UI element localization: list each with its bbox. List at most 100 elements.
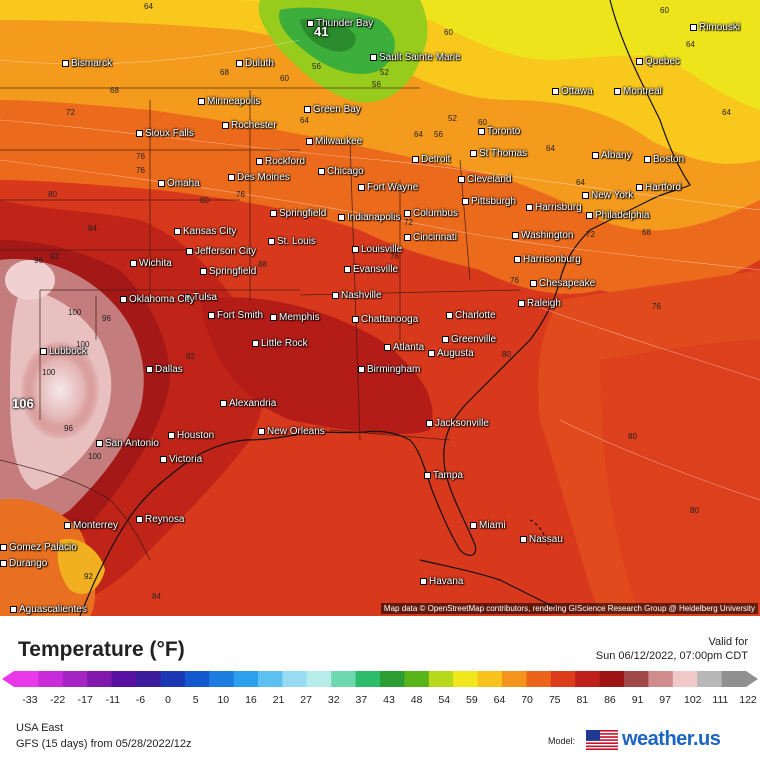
city-label: Detroit [412,154,450,165]
color-scale-swatch [526,671,552,687]
city-name: St. Louis [277,236,316,247]
scale-max-arrow-icon [746,671,758,687]
city-label: Springfield [270,208,326,219]
city-marker-icon [514,255,521,263]
city-marker-icon [258,427,265,435]
color-scale-swatch [672,671,698,687]
city-marker-icon [0,559,7,567]
city-label: Jefferson City [186,246,256,257]
city-name: Rochester [231,120,277,131]
city-label: Atlanta [384,342,424,353]
isotherm-label: 64 [414,130,423,139]
us-flag-icon [586,730,618,750]
city-name: Kansas City [183,226,237,237]
city-name: Chesapeake [539,278,596,289]
city-name: Pittsburgh [471,196,517,207]
isotherm-label: 52 [380,68,389,77]
isotherm-label: 88 [258,260,267,269]
isotherm-label: 60 [478,118,487,127]
isotherm-label: 100 [88,452,102,461]
isotherm-label: 72 [66,108,75,117]
isotherm-label: 100 [42,368,56,377]
map-attribution: Map data © OpenStreetMap contributors, r… [380,603,758,614]
isotherm-label: 64 [144,2,153,11]
color-scale-tick-label: -6 [135,694,146,706]
city-name: Indianapolis [347,212,401,223]
city-label: Springfield [200,266,256,277]
city-label: Ottawa [552,86,593,97]
isotherm-label: 64 [300,116,309,125]
city-label: Little Rock [252,338,308,349]
isotherm-label: 68 [110,86,119,95]
temperature-field [0,0,760,616]
color-scale-swatch [380,671,405,687]
city-name: Birmingham [367,364,421,375]
city-name: Springfield [279,208,327,219]
color-scale-swatch [160,671,186,687]
isotherm-label: 100 [68,308,82,317]
city-name: New Orleans [267,426,325,437]
city-marker-icon [184,293,191,301]
color-scale-tick-label: 16 [245,694,257,706]
city-marker-icon [412,155,419,163]
color-scale-tick-label: 27 [300,694,312,706]
city-label: Philadelphia [586,210,650,221]
city-name: Albany [601,150,632,161]
city-label: Harrisburg [526,202,582,213]
color-scale-tick-label: 0 [165,694,171,706]
city-name: Charlotte [455,310,496,321]
city-name: Detroit [421,154,451,165]
city-label: Rockford [256,156,305,167]
extreme-value-label: 106 [12,396,34,411]
city-marker-icon [582,191,589,199]
weather-us-logo[interactable]: weather.us [622,728,721,751]
isotherm-label: 92 [186,352,195,361]
isotherm-label: 64 [722,108,731,117]
city-name: Minneapolis [207,96,261,107]
city-name: Tulsa [193,292,218,303]
city-marker-icon [404,233,411,241]
city-label: Gomez Palacio [0,542,77,553]
city-marker-icon [136,129,143,137]
isotherm-label: 56 [434,130,443,139]
city-marker-icon [636,183,643,191]
color-scale-swatch [477,671,503,687]
extreme-value-label: 41 [314,24,329,39]
city-label: Duluth [236,58,274,69]
city-label: Nashville [332,290,382,301]
city-marker-icon [344,265,351,273]
temperature-map[interactable]: 64 60 56 52 56 68 60 72 68 64 64 56 52 60 64 64 76 76 80 80… [0,0,760,616]
color-scale-tick-label: -11 [105,694,121,706]
city-label: Harrisonburg [514,254,581,265]
isotherm-label: 80 [200,196,209,205]
isotherm-label: 76 [236,190,245,199]
city-label: Milwaukee [306,136,362,147]
city-name: Louisville [361,244,403,255]
isotherm-label: 96 [34,256,43,265]
city-label: Minneapolis [198,96,260,107]
city-name: Tampa [433,470,464,481]
city-name: Lubbock [49,346,87,357]
isotherm-label: 72 [586,230,595,239]
city-marker-icon [222,121,229,129]
color-scale-tick-label: 111 [712,694,729,706]
city-marker-icon [644,155,651,163]
city-name: Sioux Falls [145,128,194,139]
model-run-label: GFS (15 days) from 05/28/2022/12z [16,738,192,750]
city-marker-icon [200,267,207,275]
city-name: Des Moines [237,172,290,183]
city-label: Rochester [222,120,277,131]
color-scale-tick-label: 81 [576,694,589,706]
city-label: New Orleans [258,426,325,437]
city-name: Jacksonville [435,418,489,429]
city-name: Chattanooga [361,314,419,325]
isotherm-label: 60 [660,6,669,15]
city-name: Houston [177,430,215,441]
city-name: Gomez Palacio [9,542,77,553]
city-name: Victoria [169,454,203,465]
color-scale-swatch [404,671,430,687]
city-label: Kansas City [174,226,236,237]
city-label: Tampa [424,470,463,481]
city-label: Chesapeake [530,278,595,289]
color-scale-tick-label: 70 [521,694,533,706]
